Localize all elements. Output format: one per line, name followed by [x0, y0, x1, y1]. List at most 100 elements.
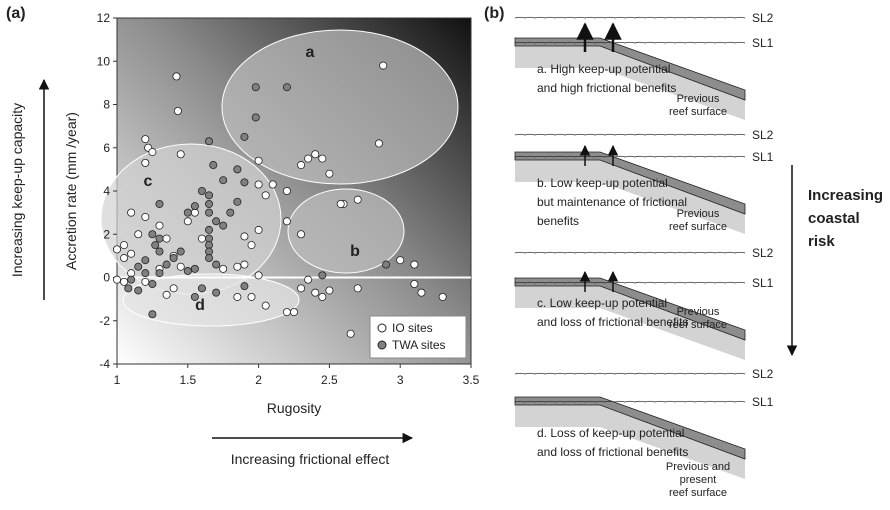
sl1-label: SL1	[752, 395, 774, 409]
point	[142, 136, 149, 143]
y-tick-label: -4	[99, 357, 110, 371]
point	[135, 231, 142, 238]
point	[234, 263, 241, 270]
scenario-caption: and loss of frictional benefits	[537, 315, 688, 329]
scenario-caption: c. Low keep-up potential	[537, 296, 667, 310]
point	[163, 235, 170, 242]
scenario-caption: but maintenance of frictional	[537, 195, 687, 209]
point	[156, 200, 163, 207]
point	[382, 261, 389, 268]
point	[354, 285, 361, 292]
y-tick-label: 0	[103, 271, 110, 285]
point	[205, 138, 212, 145]
point	[234, 198, 241, 205]
point	[149, 311, 156, 318]
point	[191, 265, 198, 272]
y-tick-label: 6	[103, 141, 110, 155]
surface-label: present	[680, 474, 717, 486]
point	[326, 287, 333, 294]
point	[213, 289, 220, 296]
scenario-caption: and high frictional benefits	[537, 81, 676, 95]
sl1-label: SL1	[752, 150, 774, 164]
point	[128, 209, 135, 216]
point	[173, 73, 180, 80]
region-label: b	[350, 243, 360, 260]
point	[418, 289, 425, 296]
x-tick-label: 3	[397, 373, 404, 387]
legend-marker	[378, 324, 386, 332]
region-label: a	[306, 44, 315, 61]
point	[397, 257, 404, 264]
point	[142, 159, 149, 166]
point	[220, 177, 227, 184]
point	[120, 278, 127, 285]
point	[248, 293, 255, 300]
point	[252, 84, 259, 91]
point	[411, 280, 418, 287]
point	[198, 285, 205, 292]
x-tick-label: 3.5	[463, 373, 480, 387]
point	[347, 330, 354, 337]
sl2-label: SL2	[752, 367, 774, 381]
region-label: c	[144, 173, 153, 190]
point	[156, 222, 163, 229]
point	[305, 155, 312, 162]
panel-label: (b)	[484, 5, 504, 22]
point	[170, 285, 177, 292]
scenario-caption: and loss of frictional benefits	[537, 445, 688, 459]
point	[177, 263, 184, 270]
legend-label: IO sites	[392, 321, 433, 335]
x-arrow-label: Increasing frictional effect	[231, 451, 390, 467]
point	[297, 231, 304, 238]
surface-label: reef surface	[669, 487, 727, 499]
sl1-label: SL1	[752, 276, 774, 290]
panel-label: (a)	[6, 5, 26, 22]
point	[411, 261, 418, 268]
point	[205, 192, 212, 199]
point	[220, 265, 227, 272]
point	[234, 293, 241, 300]
point	[170, 254, 177, 261]
point	[149, 148, 156, 155]
point	[177, 248, 184, 255]
point	[213, 218, 220, 225]
point	[241, 179, 248, 186]
point	[152, 241, 159, 248]
point	[319, 272, 326, 279]
point	[184, 267, 191, 274]
point	[156, 235, 163, 242]
x-tick-label: 1.5	[179, 373, 196, 387]
point	[120, 241, 127, 248]
point	[297, 285, 304, 292]
point	[142, 257, 149, 264]
point	[439, 293, 446, 300]
point	[375, 140, 382, 147]
point	[234, 166, 241, 173]
point	[319, 293, 326, 300]
point	[205, 254, 212, 261]
figure: abcd11.522.533.5-4-2024681012IO sitesTWA…	[0, 0, 890, 505]
surface-label: Previous	[677, 208, 720, 220]
point	[191, 203, 198, 210]
point	[120, 254, 127, 261]
legend-marker	[378, 341, 386, 349]
point	[156, 248, 163, 255]
y-tick-label: 10	[97, 54, 111, 68]
point	[128, 250, 135, 257]
scenario-caption: d. Loss of keep-up potential	[537, 426, 684, 440]
point	[241, 283, 248, 290]
point	[163, 261, 170, 268]
point	[149, 280, 156, 287]
point	[163, 291, 170, 298]
point	[205, 209, 212, 216]
sl2-label: SL2	[752, 11, 774, 25]
point	[184, 209, 191, 216]
point	[283, 309, 290, 316]
sl2-label: SL2	[752, 246, 774, 260]
scenario-caption: a. High keep-up potential	[537, 62, 670, 76]
point	[319, 155, 326, 162]
scenario-caption: benefits	[537, 214, 579, 228]
point	[255, 226, 262, 233]
surface-label: reef surface	[669, 319, 727, 331]
surface-label: Previous	[677, 306, 720, 318]
